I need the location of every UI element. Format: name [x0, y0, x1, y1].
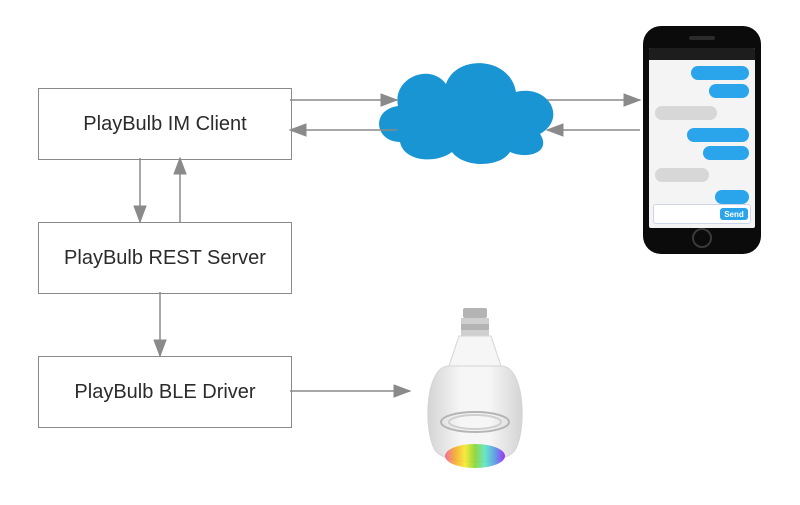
- phone-send-label: Send: [724, 210, 744, 219]
- phone-statusbar: [649, 48, 755, 60]
- lightbulb-icon: [428, 308, 522, 468]
- phone-speaker: [689, 36, 715, 40]
- chat-bubble: [655, 106, 717, 120]
- phone-send-button: Send: [720, 208, 748, 220]
- phone-icon: Send: [643, 26, 761, 254]
- phone-screen: Send: [649, 48, 755, 228]
- phone-send-bar: Send: [653, 204, 751, 224]
- box-rest-server: PlayBulb REST Server: [38, 222, 292, 294]
- box-im-client: PlayBulb IM Client: [38, 88, 292, 160]
- box-rest-server-label: PlayBulb REST Server: [64, 247, 266, 270]
- chat-bubble: [709, 84, 749, 98]
- chat-bubble: [703, 146, 749, 160]
- phone-home-button: [692, 228, 712, 248]
- chat-bubble: [715, 190, 749, 204]
- chat-bubble: [655, 168, 709, 182]
- chat-bubble: [691, 66, 749, 80]
- box-im-client-label: PlayBulb IM Client: [83, 113, 246, 136]
- cloud-icon: [379, 63, 553, 164]
- box-ble-driver: PlayBulb BLE Driver: [38, 356, 292, 428]
- box-ble-driver-label: PlayBulb BLE Driver: [74, 381, 255, 404]
- chat-bubble: [687, 128, 749, 142]
